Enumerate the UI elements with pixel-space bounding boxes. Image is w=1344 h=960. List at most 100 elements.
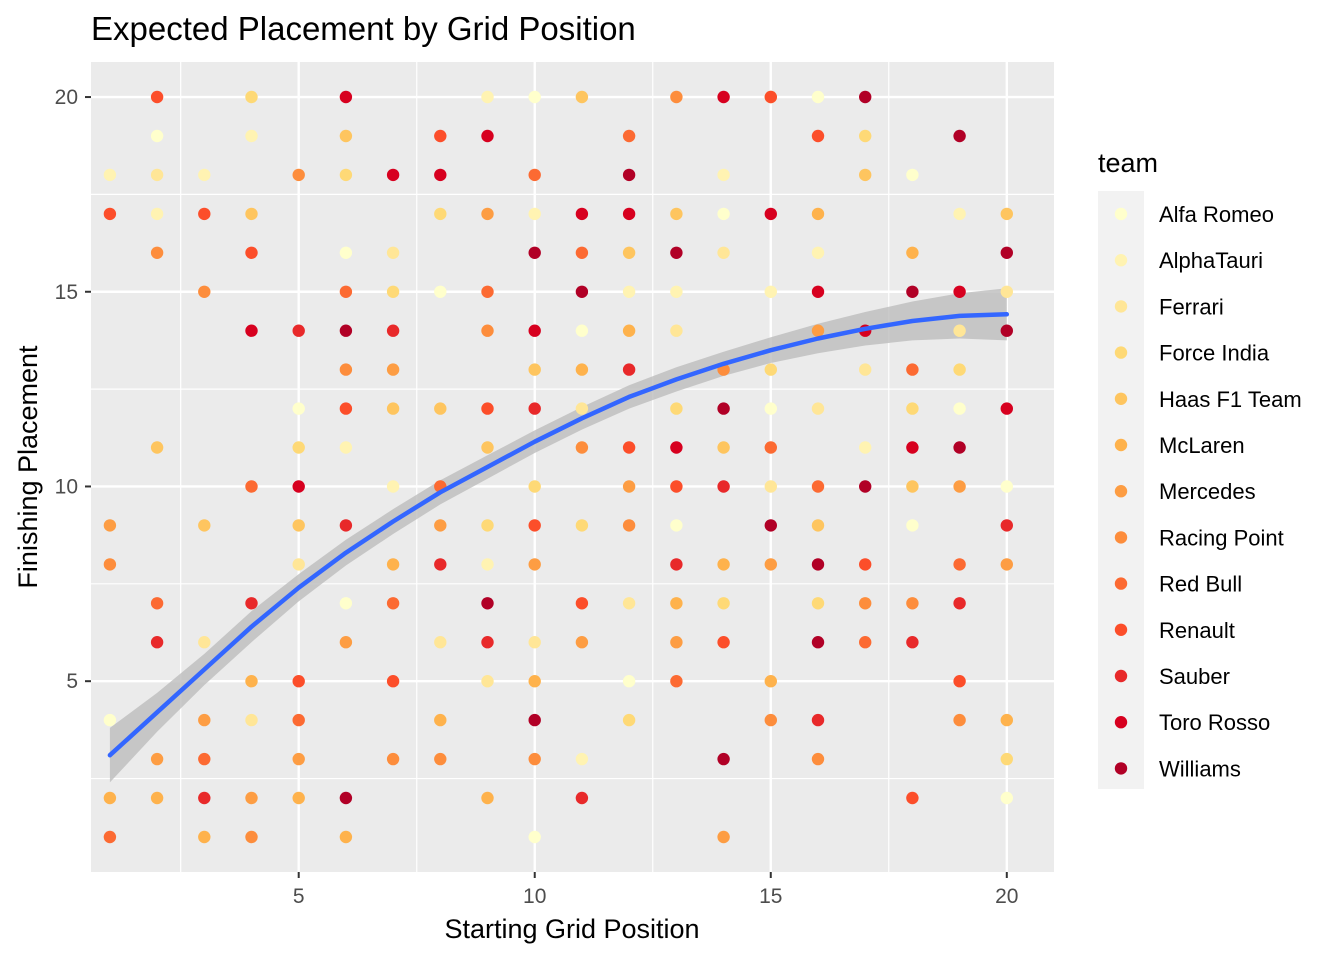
legend-key — [1114, 623, 1128, 636]
point-alphatauri — [103, 168, 117, 182]
point-haas-f1-team — [481, 441, 494, 454]
point-haas-f1-team — [717, 441, 730, 454]
point-williams — [717, 402, 730, 415]
point-sauber — [811, 713, 825, 727]
point-racing-point — [622, 519, 636, 532]
point-mclaren — [575, 363, 589, 376]
point-alfa-romeo — [339, 246, 353, 259]
point-alphatauri — [481, 558, 494, 571]
point-renault — [953, 675, 966, 688]
point-renault — [906, 791, 919, 805]
point-renault — [670, 480, 683, 493]
x-tick-label: 20 — [995, 885, 1018, 908]
point-toro-rosso — [670, 441, 683, 454]
point-racing-point — [953, 713, 966, 727]
point-haas-f1-team — [434, 402, 447, 415]
point-williams — [811, 558, 825, 571]
point-haas-f1-team — [670, 207, 683, 221]
point-ferrari — [528, 636, 541, 649]
smooth-band-layer — [109, 288, 1007, 783]
point-ferrari — [292, 558, 305, 571]
point-mclaren — [528, 675, 541, 688]
point-williams — [339, 324, 353, 337]
point-alphatauri — [717, 168, 730, 182]
point-williams — [670, 246, 683, 259]
legend-key — [1114, 669, 1128, 683]
point-mclaren — [481, 791, 494, 805]
point-red-bull — [575, 246, 589, 259]
point-mclaren — [622, 324, 636, 337]
point-sauber — [198, 791, 211, 805]
point-alphatauri — [859, 441, 872, 454]
y-tick-label: 10 — [55, 475, 78, 498]
point-williams — [1000, 324, 1013, 337]
point-sauber — [292, 324, 305, 337]
point-mercedes — [386, 363, 400, 376]
point-sauber — [1000, 519, 1013, 532]
point-alphatauri — [481, 90, 494, 104]
point-mercedes — [481, 207, 494, 221]
point-alphatauri — [670, 285, 683, 298]
point-mclaren — [386, 558, 400, 571]
point-red-bull — [906, 363, 919, 376]
y-axis-label: Finishing Placement — [13, 345, 43, 589]
point-sauber — [481, 636, 494, 649]
legend-title: team — [1098, 148, 1158, 178]
point-alfa-romeo — [670, 519, 683, 532]
point-renault — [150, 90, 164, 104]
point-sauber — [528, 402, 541, 415]
point-force-india — [953, 363, 966, 376]
point-renault — [575, 597, 589, 610]
point-alphatauri — [150, 207, 164, 221]
point-alfa-romeo — [953, 402, 966, 415]
smooth-line — [107, 312, 1010, 758]
point-racing-point — [811, 752, 825, 766]
point-racing-point — [103, 558, 117, 571]
legend: team Alfa Romeo AlphaTauri Ferrari Force In… — [1098, 148, 1302, 789]
points-layer — [103, 90, 1013, 844]
point-ferrari — [717, 246, 730, 259]
chart-title: Expected Placement by Grid Position — [91, 10, 636, 47]
point-toro-rosso — [434, 168, 447, 182]
legend-label: Red Bull — [1159, 572, 1242, 597]
legend-label: Williams — [1159, 756, 1241, 781]
point-force-india — [386, 285, 400, 298]
legend-label: Mercedes — [1159, 479, 1256, 504]
point-alfa-romeo — [811, 90, 825, 104]
point-alphatauri — [622, 285, 636, 298]
point-sauber — [670, 558, 683, 571]
point-force-india — [575, 519, 589, 532]
legend-label: Sauber — [1159, 664, 1230, 689]
point-renault — [434, 129, 447, 143]
point-racing-point — [339, 363, 353, 376]
legend-label: Haas F1 Team — [1159, 387, 1302, 412]
legend-key — [1114, 438, 1128, 452]
point-haas-f1-team — [859, 168, 872, 182]
legend-key — [1114, 254, 1128, 267]
legend-label: Alfa Romeo — [1159, 202, 1274, 227]
point-mclaren — [150, 791, 164, 805]
plot-panel — [91, 62, 1054, 872]
point-racing-point — [292, 168, 305, 182]
point-alfa-romeo — [575, 324, 589, 337]
point-ferrari — [481, 675, 494, 688]
point-renault — [292, 675, 305, 688]
point-ferrari — [575, 402, 589, 415]
point-red-bull — [622, 129, 636, 143]
point-toro-rosso — [1000, 402, 1013, 415]
point-mclaren — [434, 713, 447, 727]
point-mercedes — [292, 752, 305, 766]
point-sauber — [717, 480, 730, 493]
point-alphatauri — [245, 129, 258, 143]
point-williams — [859, 480, 872, 493]
point-ferrari — [953, 324, 966, 337]
point-mercedes — [150, 752, 164, 766]
point-force-india — [764, 363, 777, 376]
point-mclaren — [670, 597, 683, 610]
point-mclaren — [717, 558, 730, 571]
point-sauber — [386, 324, 400, 337]
legend-items: Alfa Romeo AlphaTauri Ferrari Force India Ha… — [1114, 202, 1302, 781]
point-sauber — [150, 636, 164, 649]
point-force-india — [670, 402, 683, 415]
